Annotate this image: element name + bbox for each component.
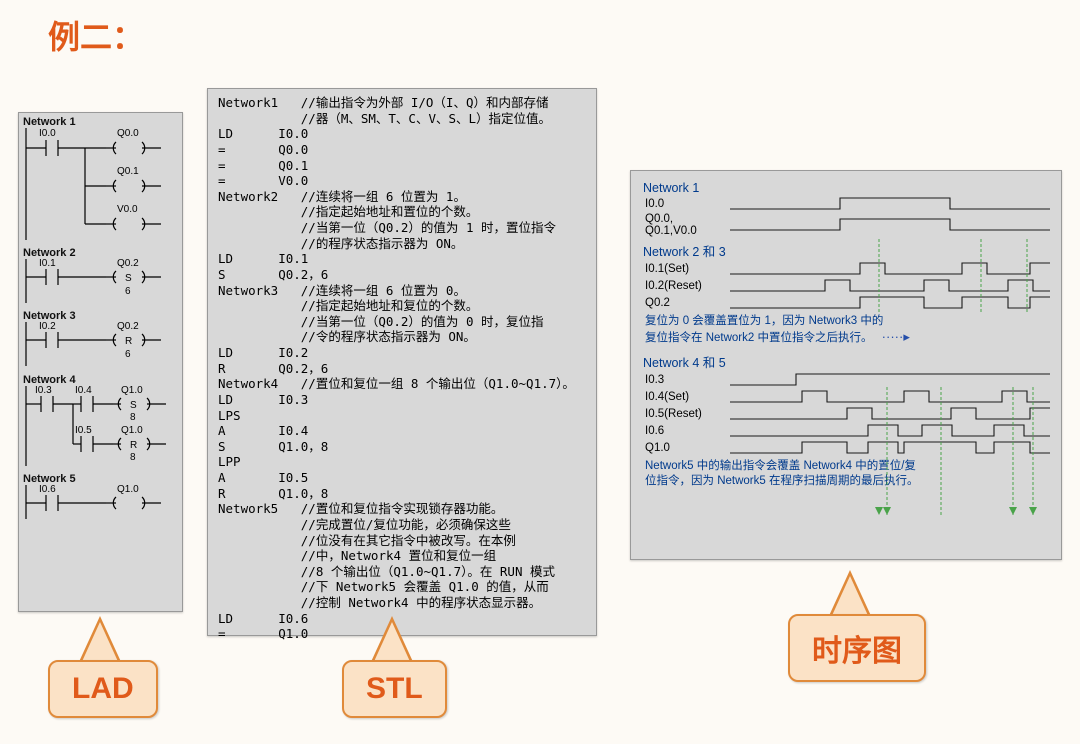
stl-line: //中，Network4 置位和复位一组 [218, 548, 586, 564]
stl-line: //完成置位/复位功能，必须确保这些 [218, 517, 586, 533]
stl-line: Network1 //输出指令为外部 I/O（I、Q）和内部存储 [218, 95, 586, 111]
lad-nw5-svg: I0.6 Q1.0 [21, 485, 176, 519]
lad-callout: LAD [48, 660, 158, 718]
tim-row: I0.4(Set) [639, 389, 1053, 405]
lad-nw2-svg: I0.1 Q0.2 S 6 [21, 259, 176, 303]
stl-line: LPP [218, 454, 586, 470]
tim-sec2-note: 复位为 0 会覆盖置位为 1，因为 Network3 中的 复位指令在 Netw… [639, 312, 1053, 348]
svg-text:S: S [130, 400, 137, 411]
stl-line: //的程序状态指示器为 ON。 [218, 236, 586, 252]
tim-row: I0.0 [639, 196, 1053, 212]
tim-row: Q1.0 [639, 440, 1053, 456]
stl-line: Network4 //置位和复位一组 8 个输出位（Q1.0~Q1.7）。 [218, 376, 586, 392]
stl-line: //当第一位（Q0.2）的值为 0 时，复位指 [218, 314, 586, 330]
stl-line: //令的程序状态指示器为 ON。 [218, 329, 586, 345]
nw2-out: Q0.2 [117, 259, 139, 269]
stl-line: Network3 //连续将一组 6 位置为 0。 [218, 283, 586, 299]
nw1-out1: Q0.0 [117, 128, 139, 139]
stl-line: //指定起始地址和置位的个数。 [218, 204, 586, 220]
nw1-label: Network 1 [23, 116, 180, 128]
tim-row: Q0.0, Q0.1,V0.0 [639, 213, 1053, 237]
nw2-label: Network 2 [23, 247, 180, 259]
nw2-n: 6 [125, 286, 131, 297]
tim-row: I0.1(Set) [639, 261, 1053, 277]
note-arrow-icon: ·····▸ [882, 329, 910, 344]
nw1-in: I0.0 [39, 128, 56, 139]
tim-row: Q0.2 [639, 295, 1053, 311]
stl-line: = Q0.0 [218, 142, 586, 158]
tim-sec3-title: Network 4 和 5 [643, 352, 1053, 371]
stl-panel: Network1 //输出指令为外部 I/O（I、Q）和内部存储 //器（M、S… [207, 88, 597, 636]
nw4-b2-out: Q1.0 [121, 425, 143, 436]
nw2-type: S [125, 273, 132, 284]
stl-line: LD I0.1 [218, 251, 586, 267]
stl-line: S Q0.2，6 [218, 267, 586, 283]
timing-callout: 时序图 [788, 614, 926, 682]
nw3-out: Q0.2 [117, 322, 139, 332]
lad-network-1: Network 1 I0.0 Q0.0 Q0.1 [21, 116, 180, 243]
stl-line: //8 个输出位（Q1.0~Q1.7）。在 RUN 模式 [218, 564, 586, 580]
stl-line: = V0.0 [218, 173, 586, 189]
stl-line: LD I0.0 [218, 126, 586, 142]
stl-line: Network5 //置位和复位指令实现锁存器功能。 [218, 501, 586, 517]
page-title: 例二： [48, 12, 144, 58]
lad-nw4-svg: I0.3 I0.4 Q1.0 S8 I0.5 Q1.0 R8 [21, 386, 176, 466]
tim-sec2-title: Network 2 和 3 [643, 241, 1053, 260]
nw1-out2: Q0.1 [117, 166, 139, 177]
tim-sec3-note: Network5 中的输出指令会覆盖 Network4 中的置位/复 位指令，因… [639, 457, 1053, 491]
nw5-out: Q1.0 [117, 485, 139, 495]
nw3-label: Network 3 [23, 310, 180, 322]
stl-line: R Q1.0，8 [218, 486, 586, 502]
timing-panel: Network 1 I0.0 Q0.0, Q0.1,V0.0 Network 2… [630, 170, 1062, 560]
stl-line: LD I0.3 [218, 392, 586, 408]
nw4-in: I0.3 [35, 386, 52, 396]
nw1-out3: V0.0 [117, 204, 138, 215]
lad-nw1-svg: I0.0 Q0.0 Q0.1 V0.0 [21, 128, 176, 240]
stl-line: //控制 Network4 中的程序状态显示器。 [218, 595, 586, 611]
svg-text:8: 8 [130, 452, 136, 463]
lad-panel: Network 1 I0.0 Q0.0 Q0.1 [18, 112, 183, 612]
stl-line: A I0.5 [218, 470, 586, 486]
lad-nw3-svg: I0.2 Q0.2 R 6 [21, 322, 176, 366]
nw5-label: Network 5 [23, 473, 180, 485]
stl-line: A I0.4 [218, 423, 586, 439]
lad-network-2: Network 2 I0.1 Q0.2 S 6 [21, 247, 180, 306]
tim-sec1-title: Network 1 [643, 181, 1053, 195]
stl-line: = Q0.1 [218, 158, 586, 174]
nw4-b1-out: Q1.0 [121, 386, 143, 396]
stl-line: R Q0.2，6 [218, 361, 586, 377]
stl-line: //当第一位（Q0.2）的值为 1 时，置位指令 [218, 220, 586, 236]
stl-callout: STL [342, 660, 447, 718]
stl-line: //下 Network5 会覆盖 Q1.0 的值，从而 [218, 579, 586, 595]
stl-line: Network2 //连续将一组 6 位置为 1。 [218, 189, 586, 205]
nw4-b2-in: I0.5 [75, 425, 92, 436]
nw4-b1-in: I0.4 [75, 386, 92, 396]
tim-row: I0.3 [639, 372, 1053, 388]
nw5-in: I0.6 [39, 485, 56, 495]
tim-row: I0.6 [639, 423, 1053, 439]
tim-row: I0.5(Reset) [639, 406, 1053, 422]
lad-network-5: Network 5 I0.6 Q1.0 [21, 473, 180, 522]
stl-line: S Q1.0，8 [218, 439, 586, 455]
nw4-label: Network 4 [23, 374, 180, 386]
tim-row: I0.2(Reset) [639, 278, 1053, 294]
lad-network-3: Network 3 I0.2 Q0.2 R 6 [21, 310, 180, 369]
nw3-type: R [125, 336, 132, 347]
lad-network-4: Network 4 I0.3 I [21, 374, 180, 469]
stl-line: //器（M、SM、T、C、V、S、L）指定位值。 [218, 111, 586, 127]
svg-text:R: R [130, 440, 137, 451]
stl-line: LD I0.2 [218, 345, 586, 361]
nw3-n: 6 [125, 349, 131, 360]
stl-line: LPS [218, 408, 586, 424]
stl-line: //指定起始地址和复位的个数。 [218, 298, 586, 314]
stl-line: //位没有在其它指令中被改写。在本例 [218, 533, 586, 549]
nw2-in: I0.1 [39, 259, 56, 269]
svg-text:8: 8 [130, 412, 136, 423]
nw3-in: I0.2 [39, 322, 56, 332]
